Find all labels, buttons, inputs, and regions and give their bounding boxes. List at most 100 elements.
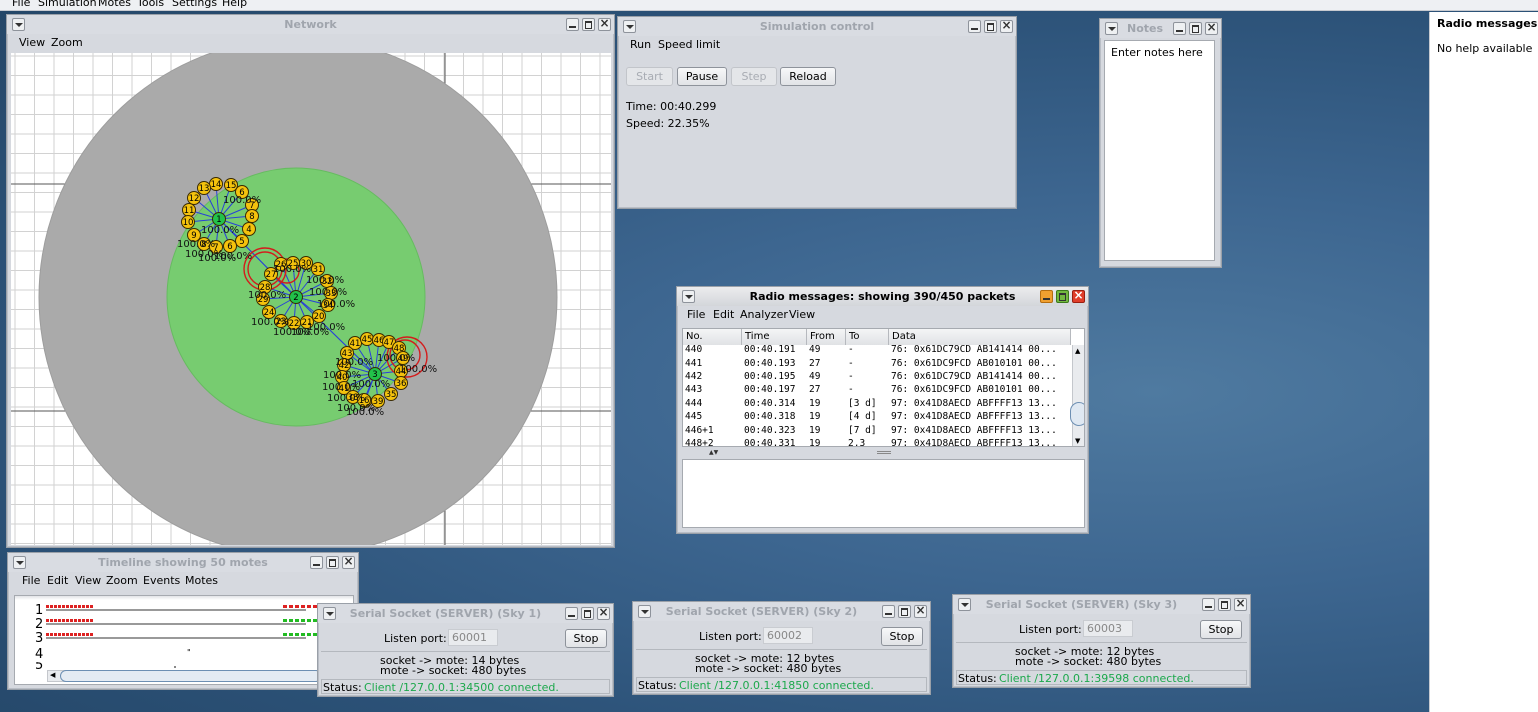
column-header-from[interactable]: From xyxy=(807,329,846,345)
network-menu-zoom[interactable]: Zoom xyxy=(51,36,83,49)
window-menu-icon[interactable] xyxy=(1105,22,1118,35)
serial-titlebar[interactable]: Serial Socket (SERVER) (Sky 3) xyxy=(953,595,1250,614)
close-icon[interactable] xyxy=(1234,598,1247,611)
stop-button[interactable]: Stop xyxy=(881,627,923,646)
minimize-icon[interactable] xyxy=(310,556,323,569)
listen-port-field[interactable]: 60002 xyxy=(763,627,813,644)
minimize-icon[interactable] xyxy=(565,607,578,620)
menu-tools[interactable]: Tools xyxy=(137,0,165,9)
table-row[interactable]: 444 00:40.314 19 [3 d] 97: 0x41D8AECD ABFFFF… xyxy=(683,397,1071,410)
start-button[interactable]: Start xyxy=(626,67,673,86)
split-arrows-icon[interactable]: ▲▼ xyxy=(709,449,719,456)
window-menu-icon[interactable] xyxy=(13,556,26,569)
scroll-down-icon[interactable]: ▼ xyxy=(1075,437,1081,445)
maximize-icon[interactable] xyxy=(1056,290,1069,303)
link-quality-label: 100.0% xyxy=(273,327,311,338)
step-button[interactable]: Step xyxy=(731,67,777,86)
sim-speed: Speed: 22.35% xyxy=(626,117,710,130)
menu-file[interactable]: File xyxy=(12,0,31,9)
maximize-icon[interactable] xyxy=(898,605,911,618)
close-icon[interactable] xyxy=(598,18,611,31)
pause-button[interactable]: Pause xyxy=(677,67,727,86)
minimize-icon[interactable] xyxy=(968,20,981,33)
scroll-left-icon[interactable]: ◀ xyxy=(50,671,56,679)
window-menu-icon[interactable] xyxy=(623,20,636,33)
timeline-menu-zoom[interactable]: Zoom xyxy=(106,574,138,587)
maximize-icon[interactable] xyxy=(582,18,595,31)
maximize-icon[interactable] xyxy=(326,556,339,569)
hscroll-thumb[interactable] xyxy=(60,670,322,682)
simcontrol-titlebar[interactable]: Simulation control xyxy=(618,17,1016,36)
menu-settings[interactable]: Settings xyxy=(172,0,218,9)
menu-help[interactable]: Help xyxy=(222,0,248,9)
close-icon[interactable] xyxy=(597,607,610,620)
timeline-menu-edit[interactable]: Edit xyxy=(47,574,69,587)
window-menu-icon[interactable] xyxy=(12,18,25,31)
timeline-canvas[interactable]: 1 2 3 4 5 " ◀ xyxy=(14,595,354,685)
split-divider[interactable]: ▲▼ xyxy=(682,449,1085,457)
radio-menu-analyzer[interactable]: Analyzer xyxy=(740,308,788,321)
notes-titlebar[interactable]: Notes xyxy=(1100,19,1221,38)
window-menu-icon[interactable] xyxy=(958,598,971,611)
serial-titlebar[interactable]: Serial Socket (SERVER) (Sky 1) xyxy=(318,604,613,623)
listen-port-field[interactable]: 60001 xyxy=(448,629,498,646)
stop-button[interactable]: Stop xyxy=(1200,620,1242,639)
reload-button[interactable]: Reload xyxy=(780,67,836,86)
scroll-up-icon[interactable]: ▲ xyxy=(1075,347,1081,355)
notes-textarea[interactable]: Enter notes here xyxy=(1104,40,1215,261)
scroll-thumb[interactable] xyxy=(1070,402,1084,426)
column-header-data[interactable]: Data xyxy=(889,329,1071,345)
minimize-icon[interactable] xyxy=(882,605,895,618)
menu-simulation[interactable]: Simulation xyxy=(38,0,97,9)
simcontrol-menu-run[interactable]: Run xyxy=(630,38,652,51)
listen-port-field[interactable]: 60003 xyxy=(1083,620,1133,637)
radio-titlebar[interactable]: Radio messages: showing 390/450 packets xyxy=(677,287,1088,306)
menu-motes[interactable]: Motes xyxy=(98,0,132,9)
radio-table-scrollbar[interactable]: ▲ ▼ xyxy=(1070,345,1084,446)
close-icon[interactable] xyxy=(1205,22,1218,35)
table-row[interactable]: 443 00:40.197 27 - 76: 0x61DC9FCD AB010101 0… xyxy=(683,383,1071,396)
close-icon[interactable] xyxy=(1000,20,1013,33)
table-row[interactable]: 440 00:40.191 49 - 76: 0x61DC79CD AB141414 0… xyxy=(683,343,1071,356)
close-icon[interactable] xyxy=(1072,290,1085,303)
window-menu-icon[interactable] xyxy=(682,290,695,303)
table-cell: 76: 0x61DC79CD AB141414 00... xyxy=(891,344,1057,356)
maximize-icon[interactable] xyxy=(984,20,997,33)
network-titlebar[interactable]: Network xyxy=(7,15,614,34)
timeline-menu-events[interactable]: Events xyxy=(143,574,181,587)
timeline-menu-motes[interactable]: Motes xyxy=(185,574,219,587)
maximize-icon[interactable] xyxy=(1189,22,1202,35)
column-header-to[interactable]: To xyxy=(846,329,889,345)
network-menu-view[interactable]: View xyxy=(19,36,46,49)
maximize-icon[interactable] xyxy=(1218,598,1231,611)
timeline-title: Timeline showing 50 motes xyxy=(98,556,268,569)
timeline-titlebar[interactable]: Timeline showing 50 motes xyxy=(8,553,358,572)
table-row[interactable]: 446+1 00:40.323 19 [7 d] 97: 0x41D8AECD ABFF… xyxy=(683,423,1071,436)
column-header-time[interactable]: Time xyxy=(742,329,807,345)
column-header-no[interactable]: No. xyxy=(683,329,742,345)
timeline-menu-view[interactable]: View xyxy=(75,574,102,587)
stop-button[interactable]: Stop xyxy=(565,629,607,648)
radio-menu-edit[interactable]: Edit xyxy=(713,308,735,321)
radio-menu-view[interactable]: View xyxy=(789,308,816,321)
minimize-icon[interactable] xyxy=(1202,598,1215,611)
simcontrol-menu-speed-limit[interactable]: Speed limit xyxy=(658,38,721,51)
minimize-icon[interactable] xyxy=(1173,22,1186,35)
split-grip-icon[interactable] xyxy=(877,451,891,454)
timeline-hscrollbar[interactable]: ◀ xyxy=(47,670,333,682)
radio-menu-file[interactable]: File xyxy=(687,308,706,321)
table-row[interactable]: 445 00:40.318 19 [4 d] 97: 0x41D8AECD ABFFFF… xyxy=(683,410,1071,423)
table-row[interactable]: 448+2 00:40.331 19 2,3 97: 0x41D8AECD ABFFFF… xyxy=(683,437,1071,446)
timeline-menu-file[interactable]: File xyxy=(22,574,41,587)
serial-titlebar[interactable]: Serial Socket (SERVER) (Sky 2) xyxy=(633,602,930,621)
close-icon[interactable] xyxy=(914,605,927,618)
window-menu-icon[interactable] xyxy=(323,607,336,620)
table-row[interactable]: 441 00:40.193 27 - 76: 0x61DC9FCD AB010101 0… xyxy=(683,356,1071,369)
minimize-icon[interactable] xyxy=(1040,290,1053,303)
maximize-icon[interactable] xyxy=(581,607,594,620)
minimize-icon[interactable] xyxy=(566,18,579,31)
window-menu-icon[interactable] xyxy=(638,605,651,618)
table-row[interactable]: 442 00:40.195 49 - 76: 0x61DC79CD AB141414 0… xyxy=(683,370,1071,383)
close-icon[interactable] xyxy=(342,556,355,569)
